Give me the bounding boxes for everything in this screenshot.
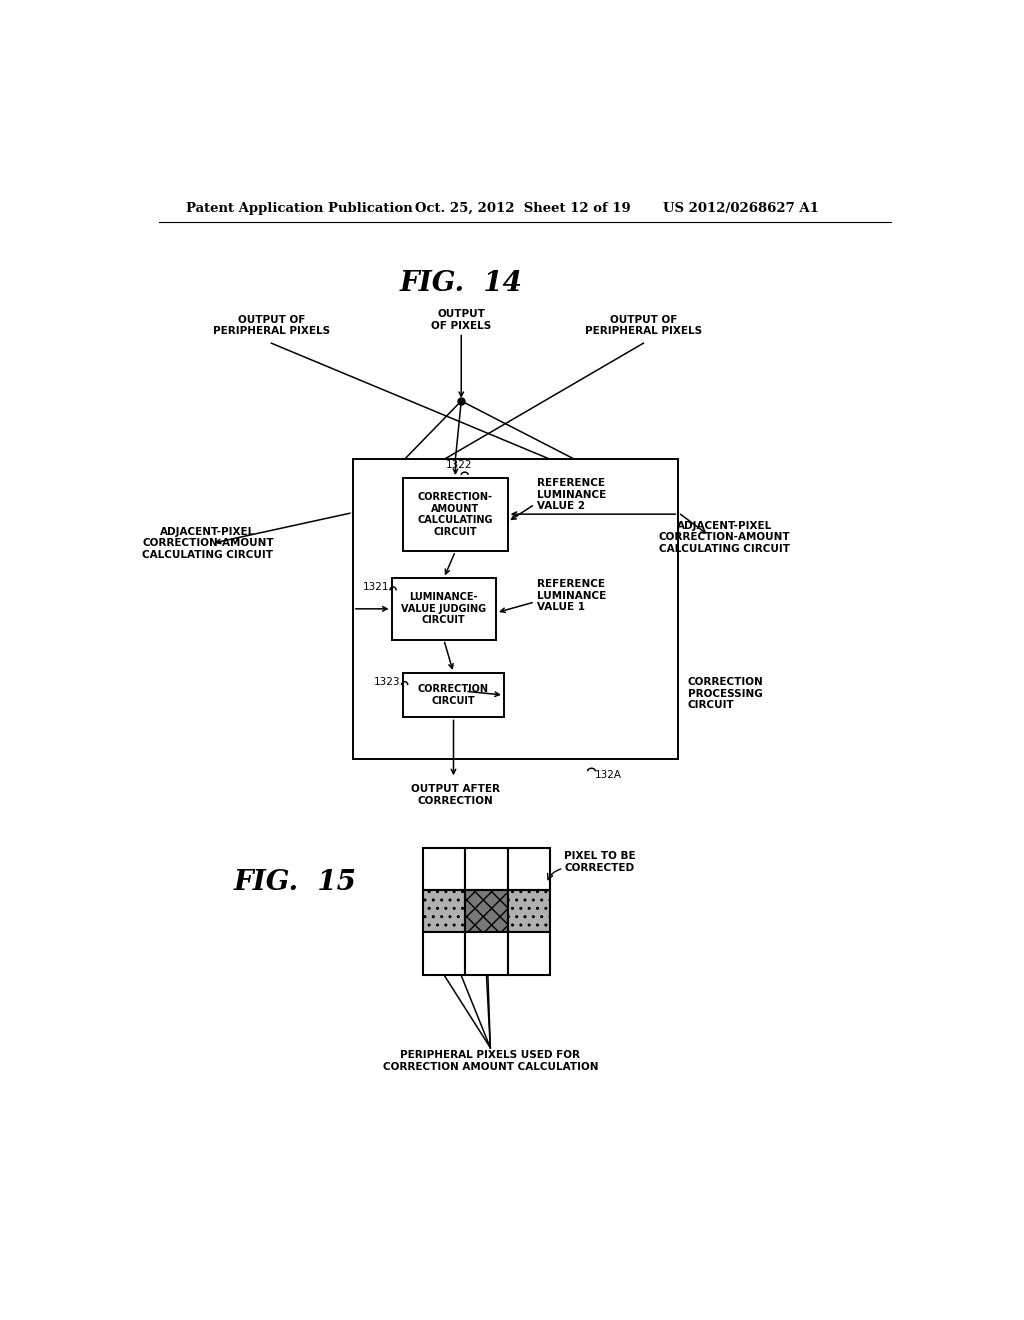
Text: Oct. 25, 2012  Sheet 12 of 19: Oct. 25, 2012 Sheet 12 of 19 — [415, 202, 631, 215]
Text: PIXEL TO BE
CORRECTED: PIXEL TO BE CORRECTED — [564, 851, 636, 873]
Text: LUMINANCE-
VALUE JUDGING
CIRCUIT: LUMINANCE- VALUE JUDGING CIRCUIT — [401, 593, 486, 626]
Text: CORRECTION
CIRCUIT: CORRECTION CIRCUIT — [418, 684, 489, 706]
Bar — [391, 578, 496, 640]
Text: ADJACENT-PIXEL
CORRECTION-AMOUNT
CALCULATING CIRCUIT: ADJACENT-PIXEL CORRECTION-AMOUNT CALCULA… — [658, 520, 791, 554]
Text: 1322: 1322 — [446, 461, 472, 470]
Text: FIG.  15: FIG. 15 — [233, 869, 356, 896]
Text: OUTPUT
OF PIXELS: OUTPUT OF PIXELS — [431, 309, 492, 331]
Bar — [423, 890, 465, 932]
Bar — [423, 847, 465, 890]
Bar — [508, 890, 550, 932]
Text: Patent Application Publication: Patent Application Publication — [186, 202, 413, 215]
Text: US 2012/0268627 A1: US 2012/0268627 A1 — [663, 202, 818, 215]
Text: REFERENCE
LUMINANCE
VALUE 2: REFERENCE LUMINANCE VALUE 2 — [538, 478, 606, 511]
Bar — [403, 478, 508, 552]
Text: REFERENCE
LUMINANCE
VALUE 1: REFERENCE LUMINANCE VALUE 1 — [538, 579, 606, 612]
Text: 1321: 1321 — [362, 582, 389, 591]
Text: 1323: 1323 — [375, 677, 400, 686]
Bar — [508, 847, 550, 890]
Text: CORRECTION-
AMOUNT
CALCULATING
CIRCUIT: CORRECTION- AMOUNT CALCULATING CIRCUIT — [418, 492, 494, 537]
Bar — [465, 847, 508, 890]
Text: CORRECTION
PROCESSING
CIRCUIT: CORRECTION PROCESSING CIRCUIT — [687, 677, 763, 710]
Text: 132A: 132A — [595, 770, 622, 780]
Bar — [423, 932, 465, 974]
Text: OUTPUT OF
PERIPHERAL PIXELS: OUTPUT OF PERIPHERAL PIXELS — [213, 314, 330, 337]
Bar — [508, 932, 550, 974]
Text: ADJACENT-PIXEL
CORRECTION-AMOUNT
CALCULATING CIRCUIT: ADJACENT-PIXEL CORRECTION-AMOUNT CALCULA… — [142, 527, 273, 560]
Bar — [465, 890, 508, 932]
Text: PERIPHERAL PIXELS USED FOR
CORRECTION AMOUNT CALCULATION: PERIPHERAL PIXELS USED FOR CORRECTION AM… — [383, 1051, 598, 1072]
Text: OUTPUT OF
PERIPHERAL PIXELS: OUTPUT OF PERIPHERAL PIXELS — [585, 314, 701, 337]
Text: FIG.  14: FIG. 14 — [399, 271, 522, 297]
Text: OUTPUT AFTER
CORRECTION: OUTPUT AFTER CORRECTION — [412, 784, 501, 807]
Bar — [465, 932, 508, 974]
Bar — [403, 673, 504, 718]
Bar — [352, 459, 678, 759]
